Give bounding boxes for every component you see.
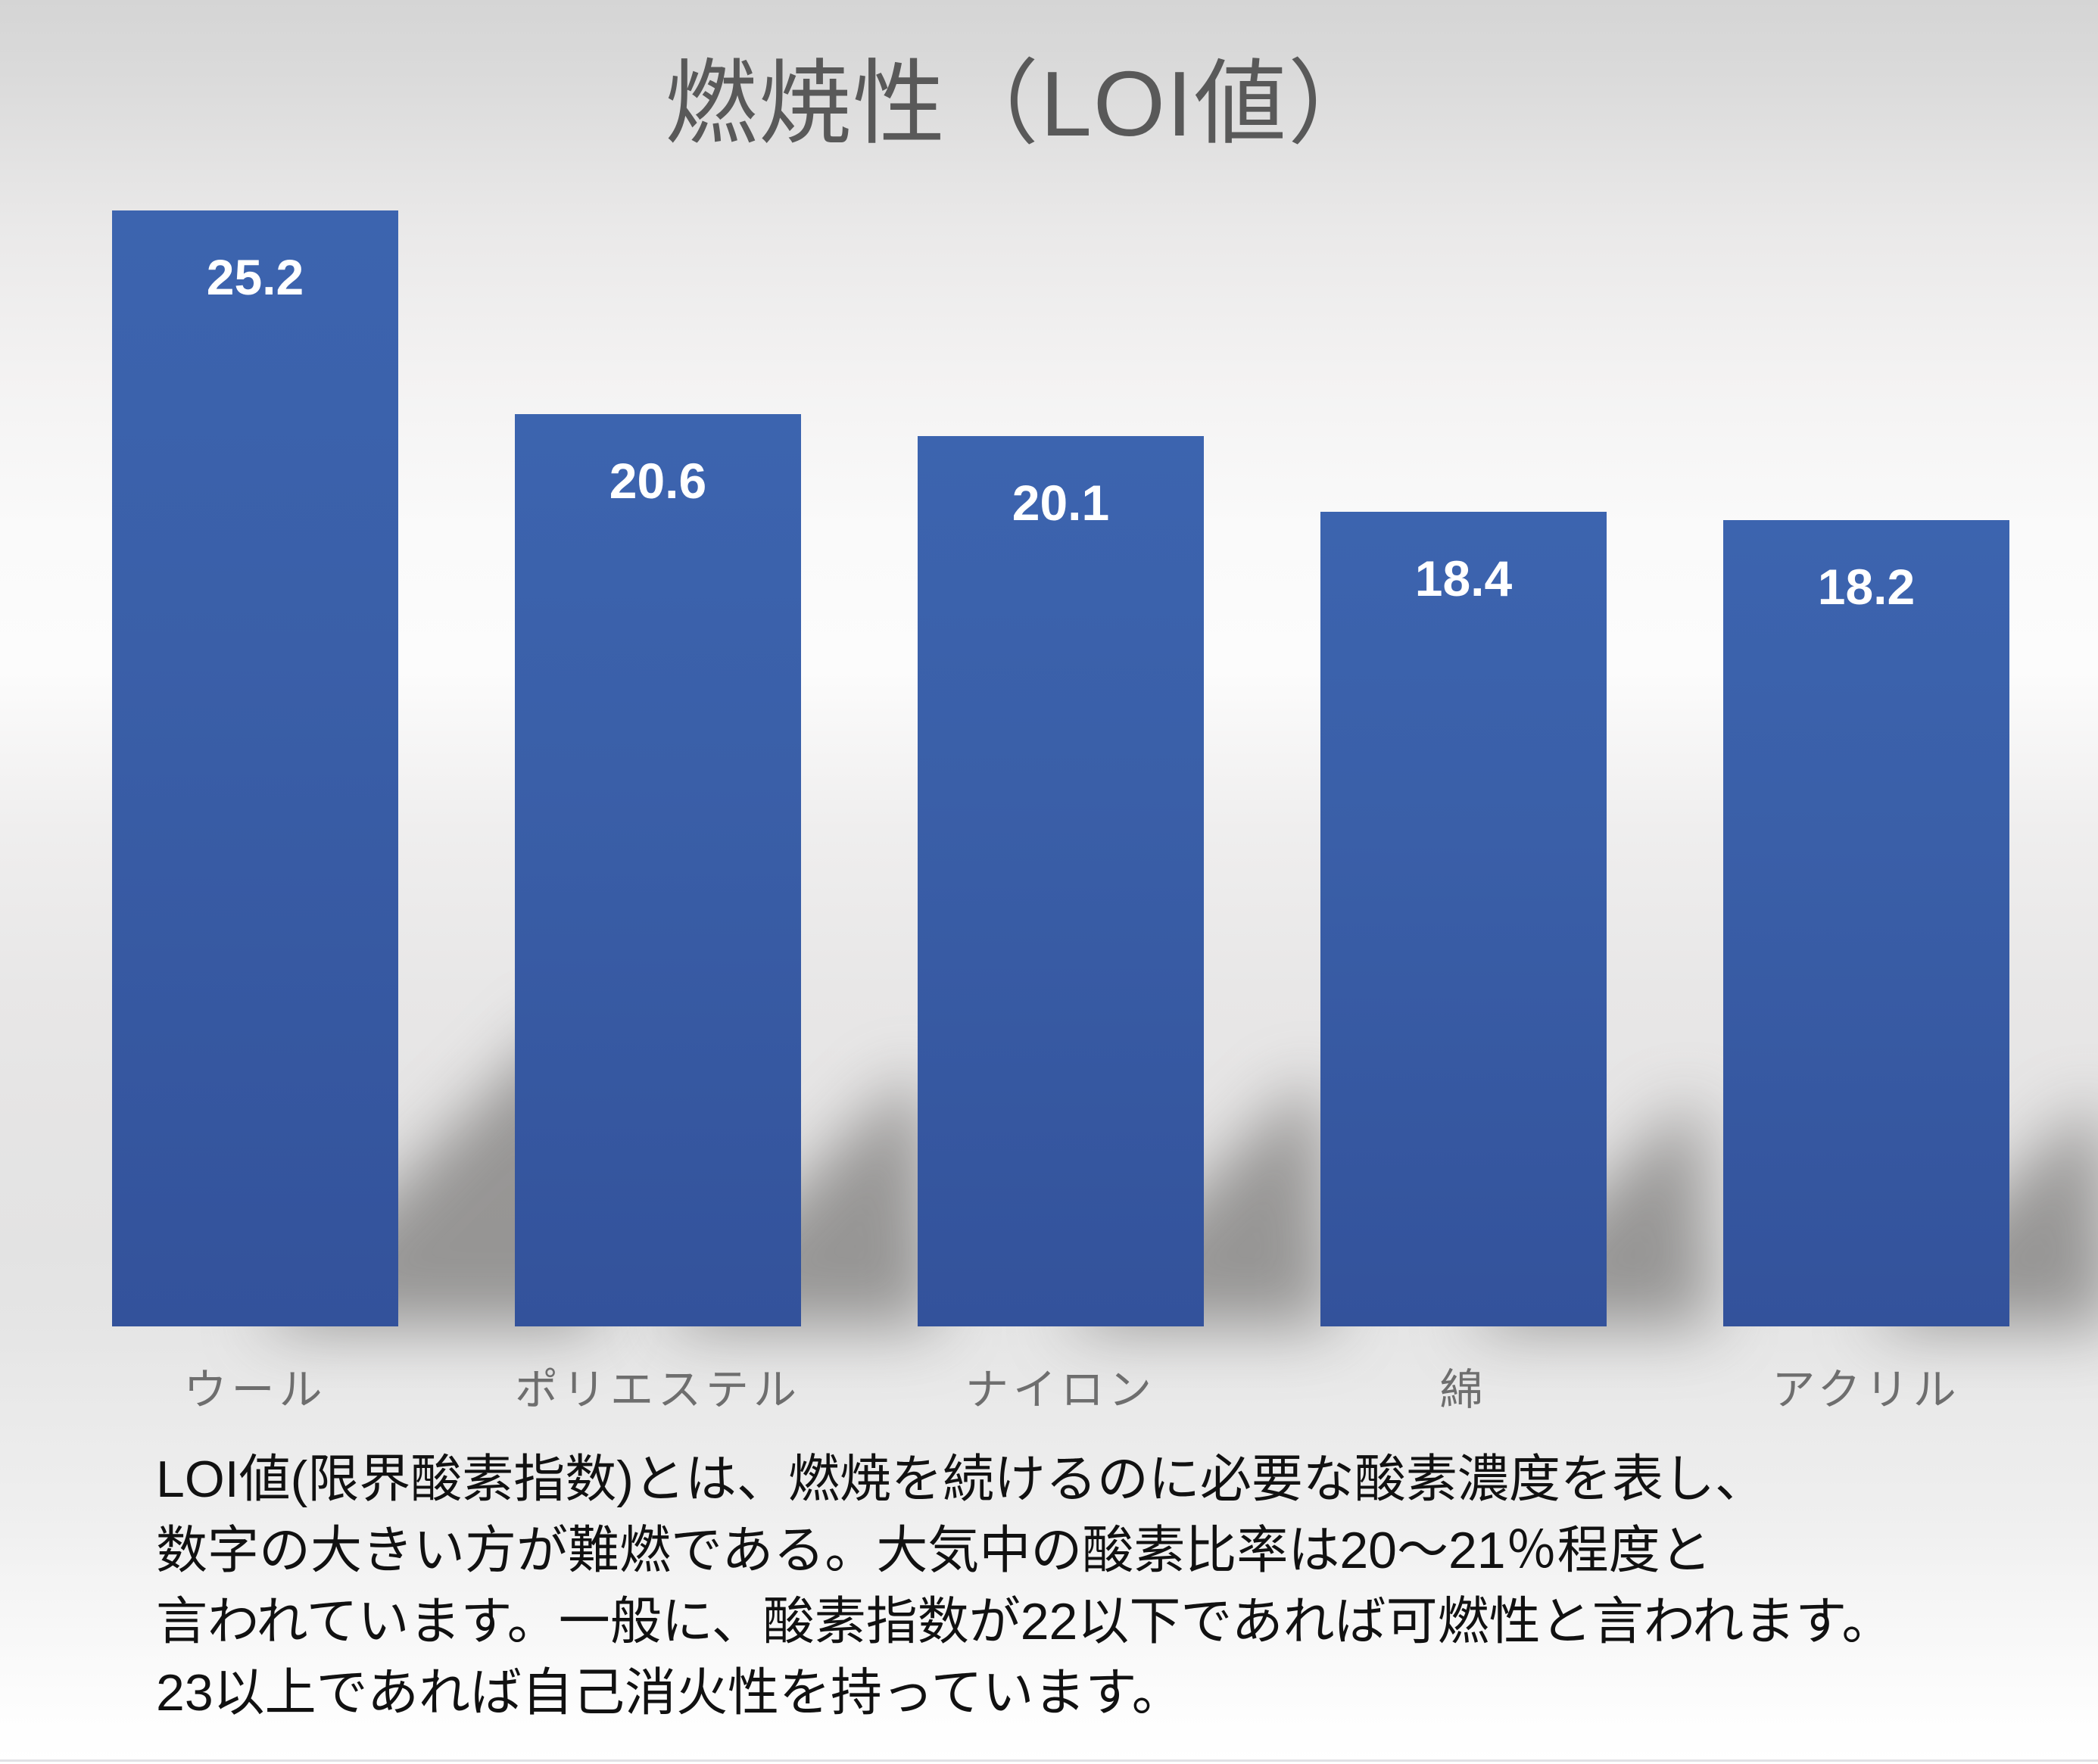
chart-title: 燃焼性（LOI値） bbox=[665, 52, 1382, 155]
category-label: 綿 bbox=[1439, 1366, 1488, 1414]
bar-chart-plot-area: 25.2 20.6 20.1 18.4 18.2 bbox=[112, 210, 2098, 1326]
description-line: 数字の大きい方が難燃である。大気中の酸素比率は20～21％程度と bbox=[156, 1522, 1712, 1579]
bar-1: 25.2 bbox=[112, 210, 398, 1326]
bar-value-label: 18.4 bbox=[1414, 550, 1513, 606]
bar-value-label: 20.1 bbox=[1012, 475, 1110, 531]
category-label: アクリル bbox=[1772, 1366, 1961, 1414]
description-line: 23以上であれば自己消火性を持っています。 bbox=[156, 1664, 1183, 1722]
category-label: ナイロン bbox=[965, 1366, 1156, 1414]
category-axis: ウール ポリエステル ナイロン 綿 アクリル bbox=[0, 1355, 2098, 1414]
description-line: 言われています。一般に、酸素指数が22以下であれば可燃性と言われます。 bbox=[156, 1593, 1894, 1650]
description-line: LOI値(限界酸素指数)とは、燃焼を続けるのに必要な酸素濃度を表し、 bbox=[156, 1451, 1766, 1508]
bar-value-label: 25.2 bbox=[206, 249, 304, 305]
bar-4: 18.4 bbox=[1320, 512, 1607, 1326]
category-label: ポリエステル bbox=[515, 1366, 801, 1414]
bar-value-label: 20.6 bbox=[609, 453, 707, 509]
category-label: ウール bbox=[183, 1366, 327, 1414]
bar-5: 18.2 bbox=[1723, 520, 2009, 1326]
bar-3: 20.1 bbox=[918, 436, 1204, 1326]
bottom-divider-line bbox=[0, 1759, 2098, 1762]
description-text: LOI値(限界酸素指数)とは、燃焼を続けるのに必要な酸素濃度を表し、 数字の大き… bbox=[156, 1444, 2064, 1728]
bar-value-label: 18.2 bbox=[1817, 559, 1916, 615]
bar-2: 20.6 bbox=[515, 414, 801, 1326]
